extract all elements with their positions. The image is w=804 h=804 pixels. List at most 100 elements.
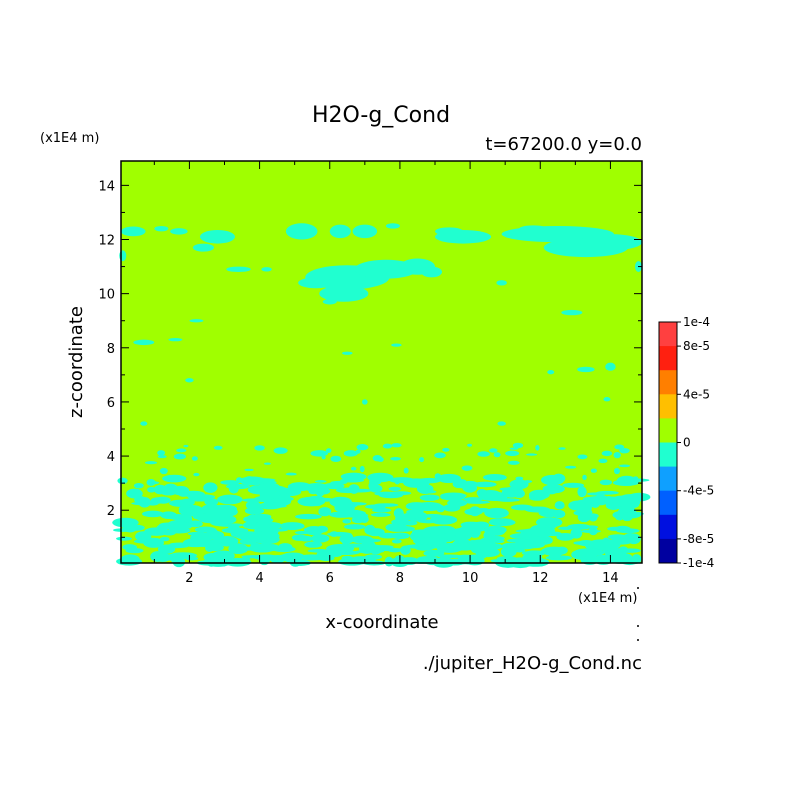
condensation-patch <box>420 266 443 278</box>
condensation-patch <box>403 467 409 474</box>
condensation-patch <box>140 421 148 426</box>
condensation-patch <box>616 497 641 508</box>
colorbar-swatch <box>659 346 677 371</box>
condensation-patch <box>598 458 608 464</box>
condensation-patch <box>281 552 305 561</box>
condensation-patch <box>205 543 215 552</box>
condensation-patch <box>343 450 358 457</box>
condensation-patch <box>632 476 639 482</box>
x-tick-label: 2 <box>185 571 193 586</box>
condensation-patch <box>312 499 323 507</box>
condensation-patch <box>419 457 425 463</box>
condensation-patch <box>422 535 448 546</box>
condensation-patch <box>513 540 538 550</box>
condensation-patch <box>279 522 305 531</box>
condensation-patch <box>493 452 501 458</box>
condensation-patch <box>311 534 330 543</box>
condensation-patch <box>429 515 458 525</box>
condensation-patch <box>577 454 588 460</box>
condensation-patch <box>391 343 402 347</box>
condensation-patch <box>434 452 446 459</box>
y-tick-label: 4 <box>107 450 115 465</box>
condensation-patch <box>464 500 490 504</box>
condensation-patch <box>329 224 351 239</box>
condensation-patch <box>463 497 483 502</box>
condensation-patch <box>247 485 275 495</box>
condensation-patch <box>384 556 394 567</box>
condensation-patch <box>621 512 633 522</box>
condensation-patch <box>268 528 288 532</box>
condensation-patch <box>487 526 506 536</box>
condensation-patch <box>577 486 587 498</box>
condensation-patch <box>257 502 283 510</box>
condensation-patch <box>142 510 164 518</box>
condensation-patch <box>160 489 177 496</box>
colorbar-swatch <box>659 442 677 468</box>
condensation-patch <box>162 474 187 483</box>
condensation-patch <box>216 536 239 547</box>
colorbar-swatch <box>659 394 677 419</box>
condensation-patch <box>362 399 368 405</box>
colorbar-label: 8e-5 <box>683 339 710 353</box>
condensation-patch <box>299 554 325 561</box>
colorbar-swatch <box>659 322 677 347</box>
condensation-patch <box>330 455 342 462</box>
condensation-patch <box>323 482 345 490</box>
condensation-patch <box>367 472 394 483</box>
x-axis-label: x-coordinate <box>325 612 438 633</box>
condensation-patch <box>191 456 198 461</box>
condensation-patch <box>434 473 442 480</box>
condensation-patch <box>470 533 480 538</box>
condensation-patch <box>391 443 402 448</box>
condensation-patch <box>589 513 599 519</box>
condensation-patch <box>391 539 402 544</box>
condensation-patch <box>548 478 557 484</box>
condensation-patch <box>451 528 467 537</box>
condensation-patch <box>319 285 369 302</box>
condensation-patch <box>471 554 483 563</box>
condensation-patch <box>172 485 190 496</box>
condensation-patch <box>575 508 593 517</box>
condensation-patch <box>116 536 133 541</box>
condensation-patch <box>183 514 193 523</box>
condensation-patch <box>310 450 328 457</box>
condensation-patch <box>558 447 566 450</box>
condensation-patch <box>303 527 326 531</box>
condensation-patch <box>570 527 583 539</box>
condensation-patch <box>228 483 239 494</box>
condensation-patch <box>285 223 318 240</box>
condensation-patch <box>388 548 402 553</box>
condensation-patch <box>382 443 393 449</box>
condensation-patch <box>561 309 583 316</box>
condensation-patch <box>461 465 473 471</box>
condensation-patch <box>341 555 354 561</box>
condensation-patch <box>488 448 498 453</box>
condensation-patch <box>419 494 440 501</box>
condensation-patch <box>340 472 367 481</box>
condensation-patch <box>443 504 461 512</box>
condensation-patch <box>270 498 282 503</box>
condensation-patch <box>608 556 634 564</box>
condensation-patch <box>544 531 558 537</box>
condensation-patch <box>497 421 506 426</box>
condensation-patch <box>507 460 520 465</box>
condensation-patch <box>314 480 327 483</box>
condensation-patch <box>133 539 159 544</box>
condensation-patch <box>173 453 186 460</box>
x-tick-label: 12 <box>532 571 549 586</box>
condensation-patch <box>273 447 288 454</box>
condensation-patch <box>170 228 188 235</box>
condensation-patch <box>144 461 158 465</box>
condensation-patch <box>120 554 140 565</box>
condensation-patch <box>467 443 472 447</box>
chart-subtitle: t=67200.0 y=0.0 <box>485 134 642 155</box>
condensation-patch <box>203 482 218 493</box>
condensation-patch <box>261 543 273 553</box>
condensation-patch <box>149 481 160 485</box>
condensation-patch <box>154 225 169 232</box>
condensation-patch <box>592 540 621 551</box>
colorbar-swatch <box>659 490 677 516</box>
condensation-patch <box>334 502 355 513</box>
colorbar-swatch <box>659 418 677 443</box>
condensation-patch <box>185 378 194 383</box>
